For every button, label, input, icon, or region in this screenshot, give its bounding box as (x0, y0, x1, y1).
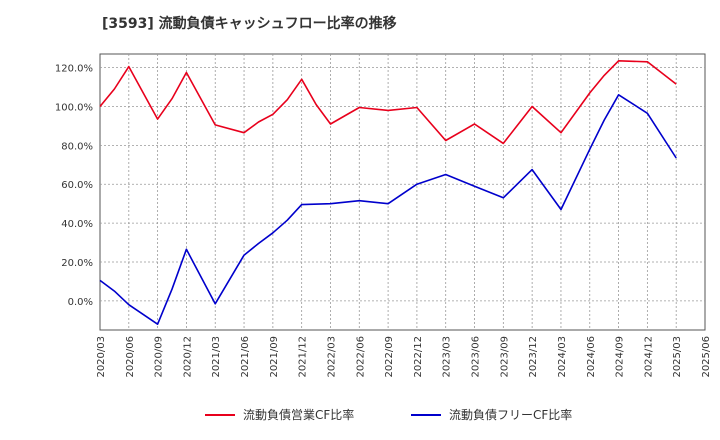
series-line-operating-cf (99, 59, 677, 145)
chart-title: [3593] 流動負債キャッシュフロー比率の推移 (102, 15, 397, 32)
legend-label-free-cf: 流動負債フリーCF比率 (449, 407, 572, 422)
x-tick-label: 2020/06 (125, 336, 136, 378)
series-line-free-cf (99, 94, 677, 326)
plot-area (99, 53, 706, 331)
x-tick-label: 2022/06 (355, 336, 366, 378)
x-tick-label: 2021/09 (269, 336, 280, 378)
x-tick-label: 2023/12 (528, 336, 539, 378)
x-tick-label: 2024/12 (643, 336, 654, 378)
x-tick-label: 2023/03 (442, 336, 453, 378)
x-axis-ticks: 2020/03 2020/06 2020/09 2020/12 2021/03 2021/… (96, 336, 712, 378)
y-tick-label: 40.0% (61, 219, 93, 230)
series-lines (99, 59, 677, 326)
x-tick-label: 2020/03 (96, 336, 107, 378)
x-tick-label: 2022/09 (384, 336, 395, 378)
y-tick-label: 80.0% (61, 141, 93, 152)
legend: 流動負債営業CF比率 流動負債フリーCF比率 (205, 407, 572, 422)
y-tick-label: 0.0% (68, 297, 93, 308)
y-tick-label: 100.0% (55, 102, 93, 113)
y-tick-label: 120.0% (55, 64, 93, 75)
y-tick-label: 60.0% (61, 180, 93, 191)
y-tick-label: 20.0% (61, 258, 93, 269)
x-tick-label: 2021/12 (298, 336, 309, 378)
legend-label-operating-cf: 流動負債営業CF比率 (243, 407, 354, 422)
x-tick-label: 2021/06 (240, 336, 251, 378)
x-tick-label: 2022/03 (326, 336, 337, 378)
x-tick-label: 2022/12 (413, 336, 424, 378)
x-tick-label: 2024/09 (615, 336, 626, 378)
x-tick-label: 2020/12 (182, 336, 193, 378)
grid-horizontal (100, 67, 705, 302)
x-tick-label: 2023/09 (499, 336, 510, 378)
x-tick-label: 2024/06 (586, 336, 597, 378)
x-tick-label: 2025/06 (701, 336, 712, 378)
x-tick-label: 2020/09 (154, 336, 165, 378)
x-tick-label: 2024/03 (557, 336, 568, 378)
grid-vertical (128, 54, 677, 330)
x-tick-label: 2021/03 (211, 336, 222, 378)
x-tick-label: 2025/03 (672, 336, 683, 378)
x-tick-label: 2023/06 (471, 336, 482, 378)
y-axis-ticks: 120.0% 100.0% 80.0% 60.0% 40.0% 20.0% 0.0% (55, 64, 93, 308)
